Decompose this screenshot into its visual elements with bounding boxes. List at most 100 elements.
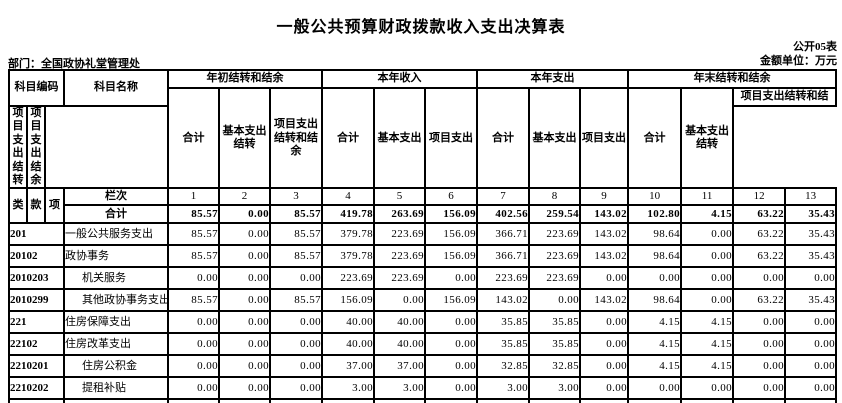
value-cell: 0.00 xyxy=(528,288,582,313)
header-sub-row: 合计 基本支出结转 项目支出结转和结余 合计 基本支出 项目支出 合计 基本支出… xyxy=(9,86,838,190)
value-cell: 0.00 xyxy=(732,310,787,335)
value-cell: 156.09 xyxy=(424,244,479,269)
total-value: 143.02 xyxy=(579,204,630,225)
value-cell: 143.02 xyxy=(579,288,630,313)
total-value: 263.69 xyxy=(373,204,427,225)
value-cell: 223.69 xyxy=(528,244,582,269)
value-cell: 0.00 xyxy=(784,354,838,379)
value-cell: 4.15 xyxy=(680,332,735,357)
empty-name-cell xyxy=(63,398,170,403)
value-cell: 63.22 xyxy=(732,222,787,247)
value-cell: 156.09 xyxy=(321,288,376,313)
value-cell: 35.85 xyxy=(528,310,582,335)
subject-code: 2210202 xyxy=(7,376,66,401)
value-cell: 0.00 xyxy=(680,222,735,247)
value-cell: 3.00 xyxy=(321,376,376,401)
value-cell: 0.00 xyxy=(680,244,735,269)
value-cell: 0.00 xyxy=(627,266,683,291)
total-value: 259.54 xyxy=(528,204,582,225)
value-cell: 35.85 xyxy=(476,332,531,357)
col-index: 11 xyxy=(680,187,735,207)
value-cell: 0.00 xyxy=(680,376,735,401)
column-index-row: 类 款 项 栏次 1 2 3 4 5 6 7 8 9 10 11 12 13 xyxy=(8,187,838,225)
value-cell: 0.00 xyxy=(218,288,272,313)
value-cell: 223.69 xyxy=(321,266,376,291)
subject-name: 机关服务 xyxy=(63,266,170,291)
subject-name: 其他政协事务支出 xyxy=(63,288,170,313)
value-cell: 0.00 xyxy=(373,288,427,313)
value-cell: 143.02 xyxy=(579,244,630,269)
value-cell: 223.69 xyxy=(528,266,582,291)
header-col-5: 基本支出 xyxy=(373,86,427,190)
subject-name: 住房改革支出 xyxy=(63,332,170,357)
value-cell: 223.69 xyxy=(373,266,427,291)
value-cell: 4.15 xyxy=(680,310,735,335)
value-cell: 0.00 xyxy=(218,354,272,379)
empty-row xyxy=(7,398,838,403)
total-value: 0.00 xyxy=(218,204,272,225)
subject-code: 2010203 xyxy=(7,266,66,291)
value-cell: 0.00 xyxy=(167,354,221,379)
header-group-expenditure: 本年支出 xyxy=(476,69,630,89)
header-col-7: 合计 xyxy=(476,86,531,190)
value-cell: 0.00 xyxy=(680,288,735,313)
col-index: 10 xyxy=(627,187,683,207)
table-row: 2010203 机关服务 0.00 0.00 0.00 223.69 223.6… xyxy=(7,266,838,291)
header-group-row: 科目编码 科目名称 年初结转和结余 本年收入 本年支出 年末结转和结余 xyxy=(7,69,838,107)
subject-name: 一般公共服务支出 xyxy=(63,222,170,247)
value-cell: 223.69 xyxy=(373,222,427,247)
header-subject-name: 科目名称 xyxy=(63,69,170,107)
header-group-end-balance: 年末结转和结余 xyxy=(627,69,838,89)
value-cell: 0.00 xyxy=(218,310,272,335)
value-cell: 223.69 xyxy=(373,244,427,269)
header-col-13: 项目支出结余 xyxy=(26,104,46,190)
total-label: 合计 xyxy=(63,204,170,225)
value-cell: 0.00 xyxy=(167,266,221,291)
value-cell: 0.00 xyxy=(269,310,324,335)
subject-code: 2010299 xyxy=(7,288,66,313)
value-cell: 35.85 xyxy=(528,332,582,357)
budget-table: 科目编码 科目名称 年初结转和结余 本年收入 本年支出 年末结转和结余 合计 基… xyxy=(7,69,838,403)
value-cell: 0.00 xyxy=(579,266,630,291)
total-value: 85.57 xyxy=(167,204,221,225)
subject-code: 22102 xyxy=(7,332,66,357)
col-index: 9 xyxy=(579,187,630,207)
value-cell: 0.00 xyxy=(424,354,479,379)
value-cell: 35.85 xyxy=(476,310,531,335)
table-row: 2210202 提租补贴 0.00 0.00 0.00 3.00 3.00 0.… xyxy=(7,376,838,401)
value-cell: 85.57 xyxy=(167,288,221,313)
value-cell: 85.57 xyxy=(269,288,324,313)
value-cell: 63.22 xyxy=(732,244,787,269)
value-cell: 0.00 xyxy=(218,266,272,291)
value-cell: 0.00 xyxy=(218,332,272,357)
value-cell: 0.00 xyxy=(424,332,479,357)
value-cell: 0.00 xyxy=(424,266,479,291)
value-cell: 4.15 xyxy=(680,354,735,379)
value-cell: 0.00 xyxy=(167,332,221,357)
value-cell: 40.00 xyxy=(373,332,427,357)
value-cell: 0.00 xyxy=(424,310,479,335)
total-value: 63.22 xyxy=(732,204,787,225)
value-cell: 379.78 xyxy=(321,244,376,269)
subject-name: 住房保障支出 xyxy=(63,310,170,335)
value-cell: 0.00 xyxy=(784,310,838,335)
subject-name: 住房公积金 xyxy=(63,354,170,379)
value-cell: 0.00 xyxy=(784,376,838,401)
total-value: 4.15 xyxy=(680,204,735,225)
header-group-income: 本年收入 xyxy=(321,69,479,89)
header-col-12: 项目支出结转 xyxy=(8,104,28,190)
table-row: 22102 住房改革支出 0.00 0.00 0.00 40.00 40.00 … xyxy=(7,332,838,357)
value-cell: 32.85 xyxy=(476,354,531,379)
form-number: 公开05表 xyxy=(793,41,837,53)
value-cell: 0.00 xyxy=(269,332,324,357)
value-cell: 366.71 xyxy=(476,222,531,247)
value-cell: 0.00 xyxy=(167,310,221,335)
total-value: 156.09 xyxy=(424,204,479,225)
value-cell: 85.57 xyxy=(269,244,324,269)
value-cell: 3.00 xyxy=(476,376,531,401)
total-row: 合计 85.57 0.00 85.57 419.78 263.69 156.09… xyxy=(9,204,838,225)
header-col-3: 项目支出结转和结余 xyxy=(269,86,324,190)
header-col-1: 合计 xyxy=(167,86,221,190)
value-cell: 156.09 xyxy=(424,222,479,247)
value-cell: 35.43 xyxy=(784,244,838,269)
